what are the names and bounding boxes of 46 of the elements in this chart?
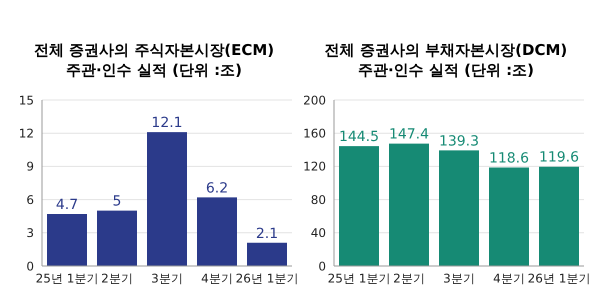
y-tick-label: 120 (303, 160, 326, 174)
y-tick-label: 9 (26, 160, 34, 174)
data-label: 12.1 (151, 115, 183, 132)
bar (97, 210, 137, 266)
x-tick-label: 3분기 (151, 272, 183, 286)
y-tick-label: 15 (18, 93, 34, 108)
data-label: 144.5 (338, 129, 380, 146)
chart-title: 전체 증권사의 부채자본시장(DCM) (324, 40, 568, 60)
y-tick-label: 0 (26, 259, 34, 274)
x-tick-label: 25년 1분기 (36, 272, 98, 286)
data-label: 5 (112, 194, 122, 210)
data-label: 118.6 (488, 150, 530, 167)
y-tick-label: 80 (310, 192, 326, 207)
y-tick-label: 6 (26, 192, 34, 207)
y-tick-label: 200 (303, 93, 326, 108)
chart-subtitle: 주관·인수 실적 (단위 :조) (64, 60, 244, 81)
x-tick-label: 2분기 (101, 272, 133, 286)
y-tick-label: 160 (303, 126, 326, 140)
bar (389, 144, 429, 266)
y-tick-label: 12 (18, 126, 34, 140)
chart-title: 전체 증권사의 주식자본시장(ECM) (32, 40, 276, 60)
data-label: 139.3 (438, 133, 480, 150)
y-tick-label: 0 (318, 259, 326, 274)
bar (47, 214, 87, 266)
y-tick-label: 40 (310, 226, 326, 240)
y-tick-label: 3 (26, 226, 34, 240)
x-tick-label: 2분기 (393, 272, 425, 286)
x-tick-label: 4분기 (201, 272, 233, 286)
x-tick-label: 4분기 (493, 272, 525, 286)
data-label: 2.1 (256, 226, 278, 242)
x-tick-label: 26년 1분기 (236, 272, 298, 286)
bar (339, 146, 379, 266)
bar (197, 197, 237, 266)
x-tick-label: 3분기 (443, 272, 475, 286)
x-tick-label: 25년 1분기 (328, 272, 390, 286)
data-label: 6.2 (206, 180, 228, 196)
x-tick-label: 26년 1분기 (528, 272, 590, 286)
data-label: 119.6 (538, 150, 580, 166)
data-label: 147.4 (388, 126, 430, 143)
data-label: 4.7 (56, 196, 78, 213)
bar (539, 166, 579, 266)
bar (489, 168, 529, 266)
bar (147, 132, 187, 266)
chart-subtitle: 주관·인수 실적 (단위 :조) (356, 60, 536, 81)
bar (439, 150, 479, 266)
bar (247, 242, 287, 266)
